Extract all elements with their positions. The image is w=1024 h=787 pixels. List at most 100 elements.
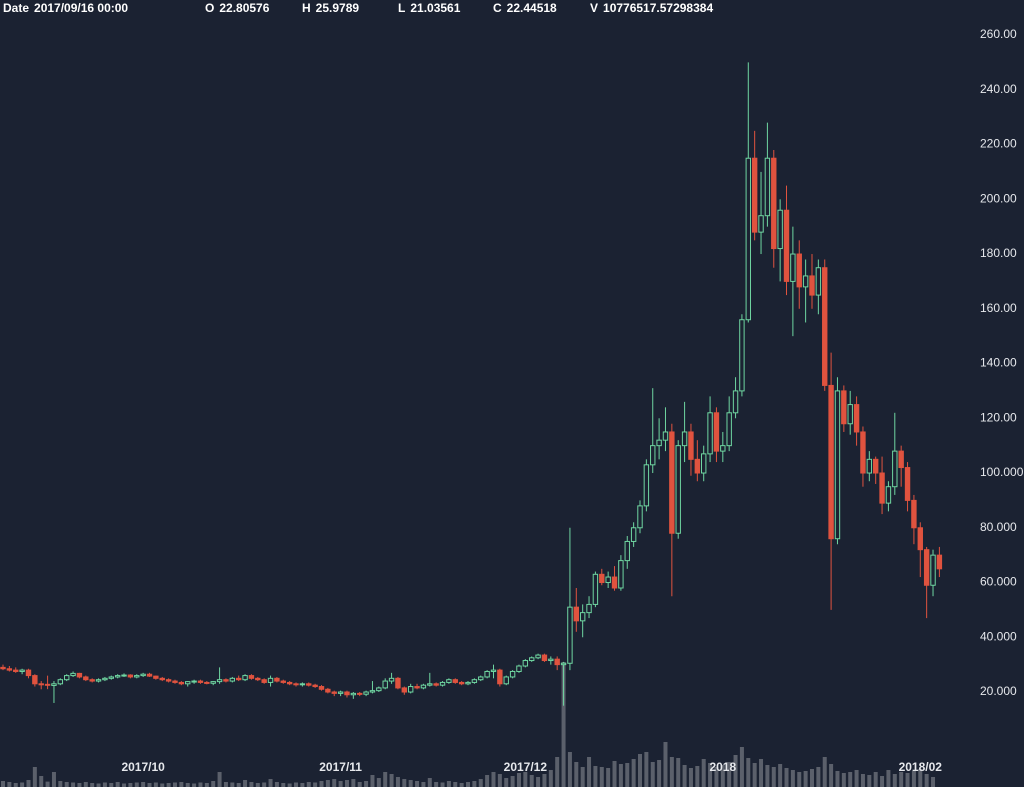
candle-body [312, 684, 318, 688]
candle-body [802, 275, 809, 288]
candle-body [83, 676, 89, 681]
candle-body [32, 675, 38, 685]
volume-bar [886, 770, 891, 787]
volume-bar [752, 763, 757, 787]
candle-body [325, 688, 331, 693]
header-label: O [205, 1, 214, 15]
y-tick-label: 240.00 [980, 82, 1017, 96]
volume-bar [510, 776, 515, 787]
volume-bar [39, 776, 44, 787]
x-tick-label: 2017/11 [319, 760, 362, 774]
volume-bar [13, 783, 18, 787]
candle-body [223, 679, 229, 682]
header-item: Date 2017/09/16 00:00 [3, 1, 128, 15]
candle-body [834, 390, 841, 540]
volume-bar [688, 768, 693, 787]
candle-body [153, 675, 159, 679]
candle-body [57, 679, 64, 685]
header-value: 2017/09/16 00:00 [34, 1, 128, 15]
candle-body [783, 209, 790, 282]
candle-body [586, 603, 592, 614]
y-tick-label: 220.00 [980, 137, 1017, 151]
volume-bar [440, 782, 445, 787]
volume-bar [421, 782, 426, 787]
candle-body [879, 472, 885, 504]
volume-bar [204, 783, 209, 787]
candle-body [822, 267, 828, 386]
candle-body [828, 384, 834, 540]
volume-bar [580, 767, 585, 787]
volume-bar [395, 777, 400, 787]
candle-body [605, 576, 611, 584]
candle-body [917, 527, 923, 551]
candle-body [293, 683, 299, 686]
candle-body [407, 686, 414, 693]
volume-bar [83, 782, 88, 787]
candle-body [274, 677, 280, 682]
volume-bar [115, 782, 120, 787]
volume-bar [695, 766, 700, 787]
candle-body [191, 680, 197, 683]
volume-bar [829, 764, 834, 787]
volume-bar [669, 757, 674, 787]
candle-body [414, 686, 420, 689]
volume-bar [32, 767, 37, 787]
x-tick-label: 2017/12 [504, 760, 548, 774]
candle-body [509, 670, 516, 678]
header: Date 2017/09/16 00:00 O 22.80576 H 25.9789 L 21… [3, 1, 713, 15]
header-value: 21.03561 [410, 1, 460, 15]
volume-bar [650, 762, 655, 787]
candle-body [497, 669, 503, 685]
volume-bar [714, 767, 719, 787]
candle-body [656, 439, 662, 447]
y-tick-label: 140.00 [980, 356, 1017, 370]
candle-body [159, 677, 165, 681]
candle-body [395, 677, 401, 689]
candle-body [650, 445, 656, 466]
volume-bar [790, 770, 795, 787]
candle-body [261, 679, 267, 683]
volume-bar [657, 760, 662, 787]
volume-bar [141, 782, 146, 787]
candle-body [815, 267, 822, 296]
volume-bar [160, 783, 165, 787]
y-tick-label: 20.000 [980, 684, 1017, 698]
candle-body [452, 679, 458, 683]
volume-bar [344, 780, 349, 787]
candle-body [739, 319, 745, 392]
volume-bar [663, 742, 668, 787]
candle-body [713, 412, 720, 452]
volume-bar [485, 775, 490, 787]
candle-body [64, 675, 70, 681]
candle-body [758, 215, 764, 233]
candle-body [248, 675, 255, 679]
volume-bar [249, 782, 254, 787]
volume-bar [434, 782, 439, 787]
candle-body [898, 450, 904, 469]
y-tick-label: 40.000 [980, 629, 1017, 643]
volume-bar [402, 779, 407, 787]
candle-body [771, 157, 777, 250]
volume-bar [911, 771, 916, 787]
volume-layer [1, 662, 936, 787]
volume-bar [931, 777, 936, 787]
candle-body [331, 691, 337, 694]
volume-bar [364, 781, 369, 787]
candle-body [790, 253, 796, 282]
candle-body [662, 431, 669, 441]
candle-body [904, 467, 911, 501]
volume-bar [491, 772, 496, 787]
x-tick-label: 2017/10 [121, 760, 165, 774]
volume-bar [217, 772, 222, 787]
y-tick-label: 160.00 [980, 301, 1017, 315]
candle-body [503, 676, 509, 685]
candle-body [369, 690, 376, 693]
candle-body [471, 679, 478, 683]
volume-bar [574, 762, 579, 787]
header-label: H [302, 1, 311, 15]
x-tick-label: 2018/02 [899, 760, 943, 774]
candle-body [675, 445, 681, 534]
volume-bar [529, 775, 534, 787]
candle-body [522, 660, 529, 667]
volume-bar [287, 783, 292, 787]
